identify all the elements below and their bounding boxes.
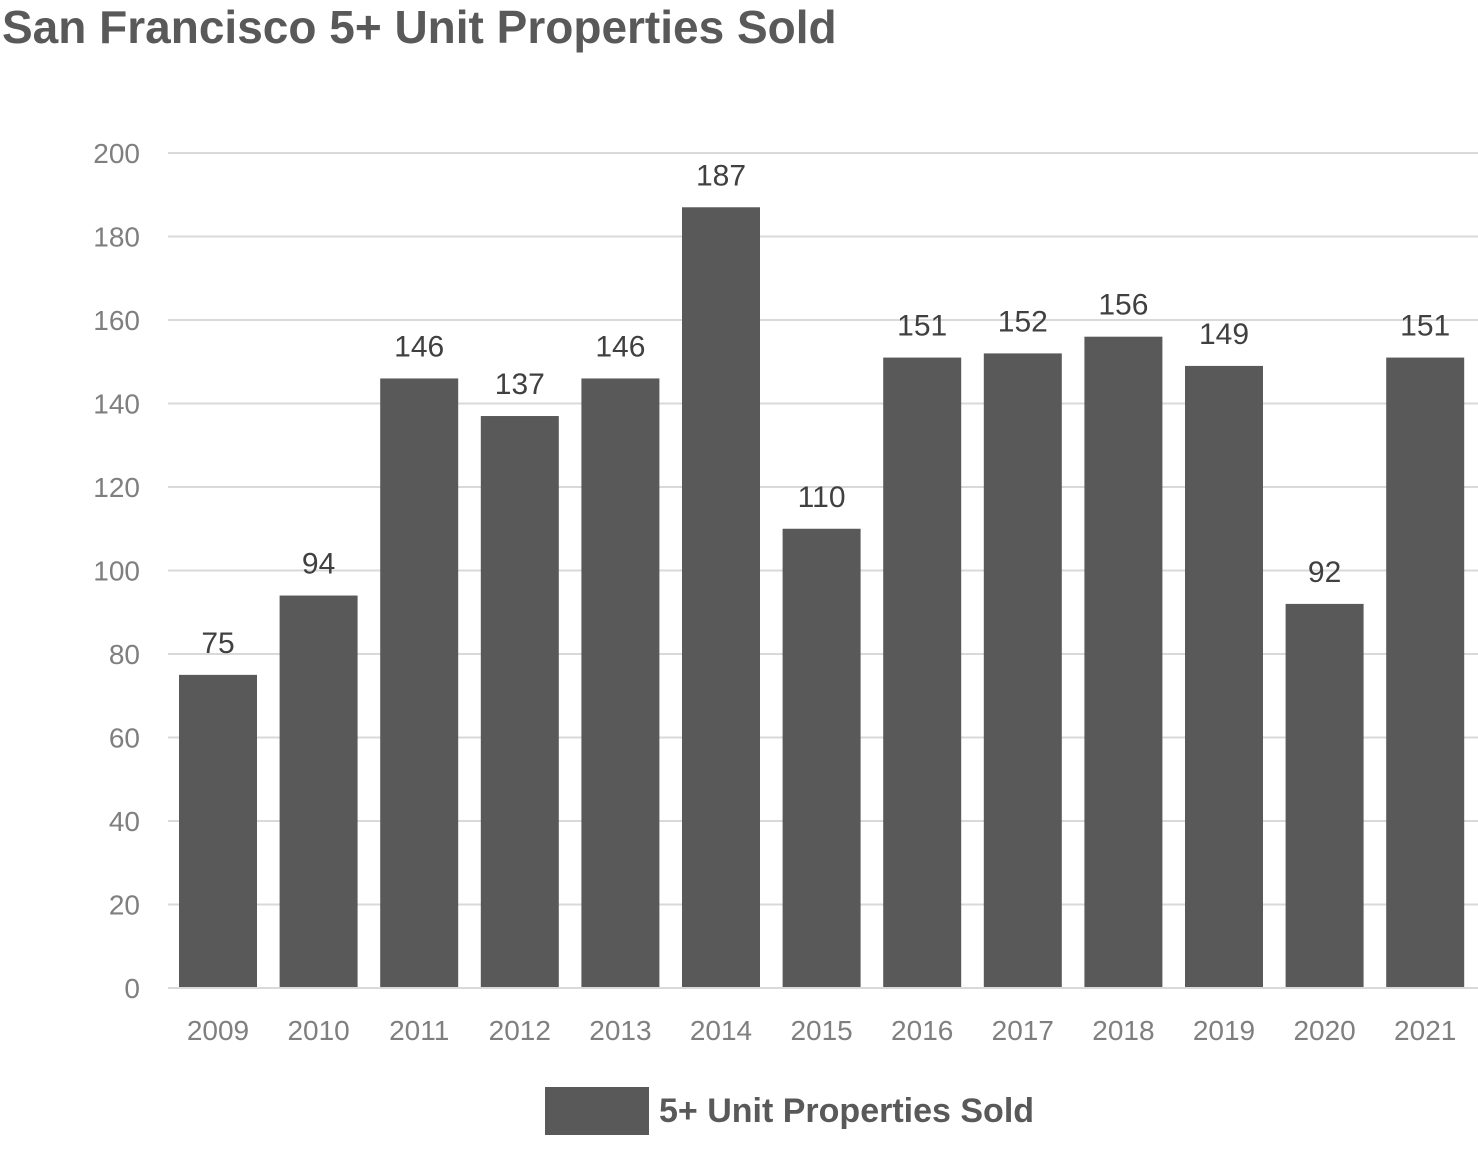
- x-tick-label: 2016: [891, 1015, 953, 1046]
- bar-value-label: 151: [1400, 310, 1450, 343]
- bars: [179, 207, 1465, 988]
- bar-2010: [279, 595, 358, 988]
- x-tick-label: 2014: [690, 1015, 752, 1046]
- bar-value-labels: 75 94 146 137 146 187 110 151 152 156 149 92 151: [201, 159, 1450, 660]
- bar-value-label: 156: [1098, 289, 1148, 322]
- x-tick-label: 2018: [1092, 1015, 1154, 1046]
- bar-value-label: 137: [495, 368, 545, 401]
- bar-value-label: 149: [1199, 318, 1249, 351]
- bar-2017: [983, 353, 1062, 988]
- x-tick-label: 2017: [992, 1015, 1054, 1046]
- legend-swatch: [545, 1087, 649, 1135]
- y-axis-tick-labels: 0 20 40 60 80 100 120 140 160 180 200: [93, 138, 140, 1004]
- bar-2013: [581, 378, 660, 988]
- x-tick-label: 2013: [589, 1015, 651, 1046]
- x-tick-label: 2020: [1293, 1015, 1355, 1046]
- x-tick-label: 2010: [287, 1015, 349, 1046]
- x-tick-label: 2012: [489, 1015, 551, 1046]
- y-tick-label: 140: [93, 389, 140, 420]
- y-tick-label: 160: [93, 305, 140, 336]
- legend: 5+ Unit Properties Sold: [545, 1087, 1034, 1135]
- bar-2014: [682, 207, 760, 988]
- y-tick-label: 120: [93, 472, 140, 503]
- bar-2009: [179, 674, 257, 988]
- bar-value-label: 146: [595, 330, 645, 363]
- x-tick-label: 2021: [1394, 1015, 1456, 1046]
- bar-value-label: 94: [302, 548, 335, 581]
- bar-2018: [1084, 336, 1163, 988]
- bar-2020: [1285, 603, 1364, 988]
- x-tick-label: 2011: [389, 1015, 449, 1046]
- x-tick-label: 2019: [1193, 1015, 1255, 1046]
- y-tick-label: 40: [109, 806, 140, 837]
- y-tick-label: 0: [124, 973, 140, 1004]
- bar-value-label: 146: [394, 330, 444, 363]
- bar-2012: [480, 416, 559, 988]
- y-tick-label: 100: [93, 556, 140, 587]
- bar-value-label: 75: [201, 627, 234, 660]
- bar-value-label: 152: [998, 305, 1048, 338]
- bar-2015: [782, 528, 861, 988]
- y-tick-label: 60: [109, 723, 140, 754]
- bar-2021: [1386, 357, 1465, 988]
- x-axis-tick-labels: 2009 2010 2011 2012 2013 2014 2015 2016 2017 2018…: [187, 1015, 1456, 1046]
- y-tick-label: 180: [93, 222, 140, 253]
- bar-2011: [380, 378, 459, 988]
- y-tick-label: 80: [109, 639, 140, 670]
- legend-label: 5+ Unit Properties Sold: [659, 1091, 1035, 1130]
- y-tick-label: 200: [93, 138, 140, 169]
- bar-2016: [883, 357, 962, 988]
- bar-chart: 0 20 40 60 80 100 120 140 160 180 200 75 94 146 137 14…: [93, 138, 1478, 1046]
- bar-value-label: 92: [1308, 556, 1341, 589]
- bar-value-label: 110: [798, 481, 846, 514]
- bar-value-label: 187: [696, 159, 746, 192]
- bar-value-label: 151: [897, 310, 947, 343]
- bar-2019: [1185, 365, 1263, 988]
- x-tick-label: 2009: [187, 1015, 249, 1046]
- y-tick-label: 20: [109, 890, 140, 921]
- x-tick-label: 2015: [790, 1015, 852, 1046]
- chart-title: San Francisco 5+ Unit Properties Sold: [2, 1, 837, 53]
